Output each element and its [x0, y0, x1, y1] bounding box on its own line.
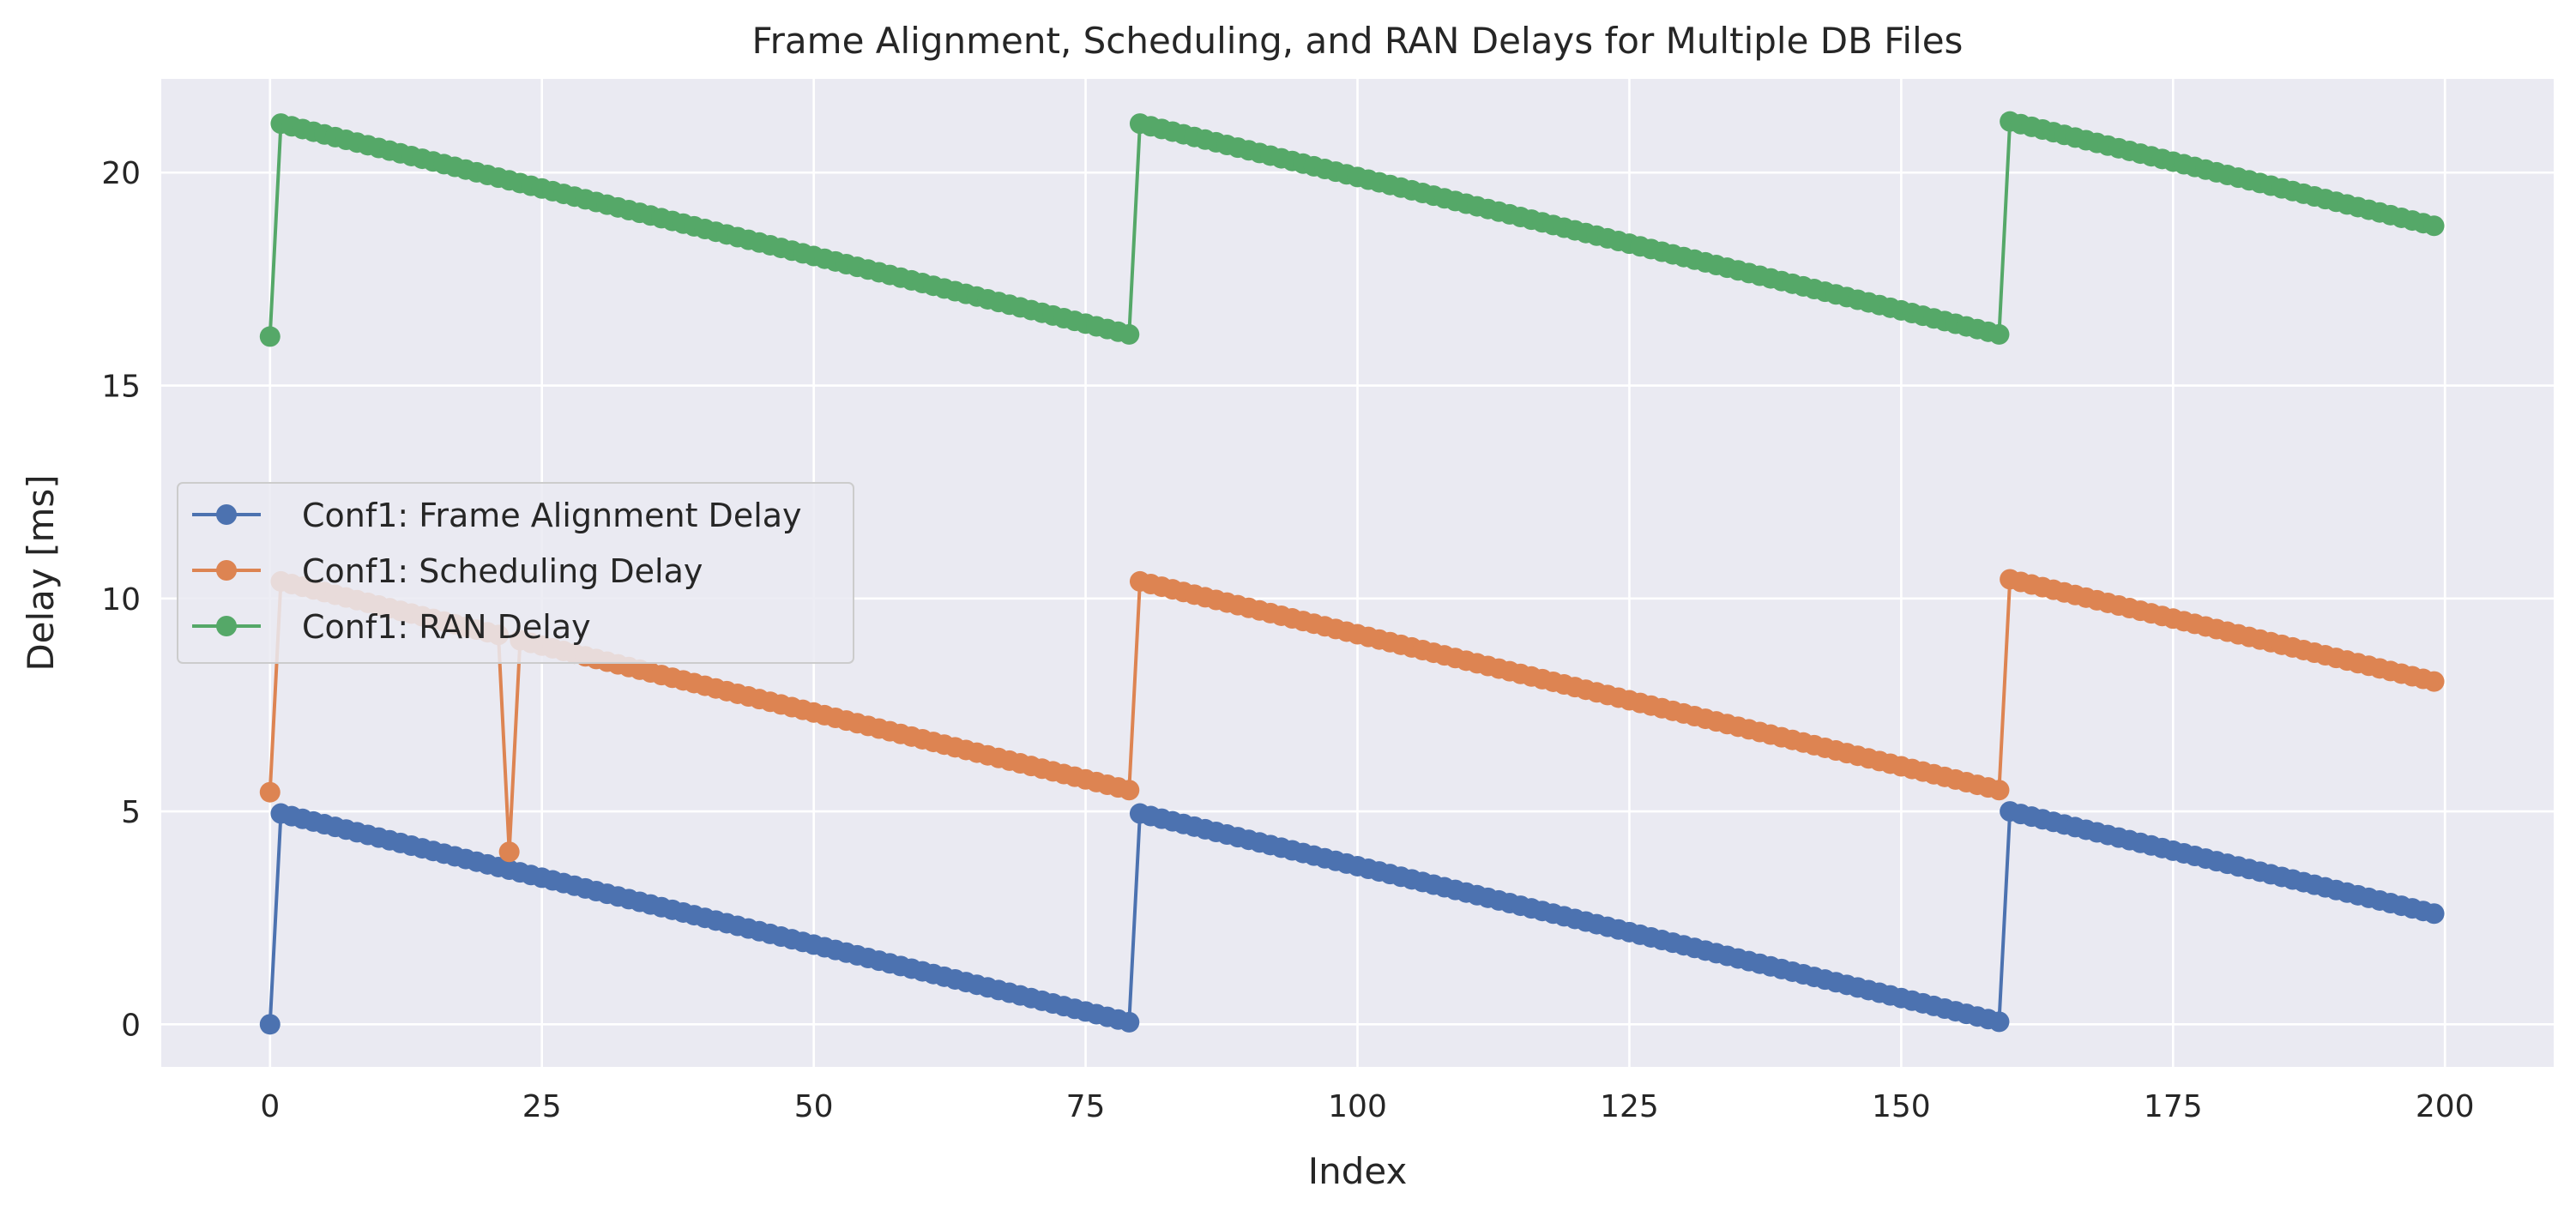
legend-box	[177, 482, 854, 664]
y-tick-label: 20	[101, 156, 141, 191]
data-point	[259, 326, 281, 347]
data-point	[259, 1014, 281, 1035]
data-point	[1988, 780, 2010, 801]
legend: Conf1: Frame Alignment Delay Conf1: Sched…	[177, 482, 854, 664]
series-layer	[259, 111, 2445, 1035]
y-tick-label: 10	[101, 582, 141, 618]
legend-item: Conf1: Frame Alignment Delay	[192, 497, 802, 534]
x-tick-label: 125	[1600, 1089, 1659, 1124]
data-point	[1119, 1011, 1140, 1033]
data-point	[498, 841, 520, 863]
data-point	[2423, 903, 2445, 925]
x-tick-label: 25	[522, 1089, 562, 1124]
data-point	[1988, 323, 2010, 345]
x-tick-label: 200	[2416, 1089, 2475, 1124]
y-tick-label: 5	[121, 795, 141, 830]
legend-item: Conf1: RAN Delay	[192, 608, 591, 646]
chart-title: Frame Alignment, Scheduling, and RAN Del…	[752, 20, 1964, 62]
x-tick-label: 150	[1872, 1089, 1931, 1124]
x-tick-label: 75	[1066, 1089, 1106, 1124]
legend-label: Conf1: Frame Alignment Delay	[302, 497, 802, 534]
y-tick-label: 15	[101, 370, 141, 405]
series-1	[259, 801, 2445, 1035]
data-point	[2423, 671, 2445, 692]
series-3	[259, 111, 2445, 347]
legend-label: Conf1: RAN Delay	[302, 608, 591, 646]
legend-marker	[216, 616, 237, 636]
data-point	[1988, 1011, 2010, 1033]
tick-labels: 0 25 50 75 100 125 150 175 200 0 5 10 15 20	[101, 156, 2474, 1124]
legend-label: Conf1: Scheduling Delay	[302, 552, 703, 590]
data-point	[1119, 323, 1140, 345]
y-axis-label: Delay [ms]	[20, 474, 62, 671]
x-axis-label: Index	[1308, 1150, 1408, 1192]
legend-marker	[216, 560, 237, 581]
data-point	[259, 781, 281, 803]
x-tick-label: 50	[794, 1089, 834, 1124]
x-tick-label: 0	[260, 1089, 280, 1124]
x-tick-label: 175	[2144, 1089, 2203, 1124]
data-point	[1119, 780, 1140, 801]
y-tick-label: 0	[121, 1008, 141, 1043]
legend-item: Conf1: Scheduling Delay	[192, 552, 703, 590]
data-point	[2423, 215, 2445, 237]
legend-marker	[216, 504, 237, 525]
x-tick-label: 100	[1328, 1089, 1387, 1124]
